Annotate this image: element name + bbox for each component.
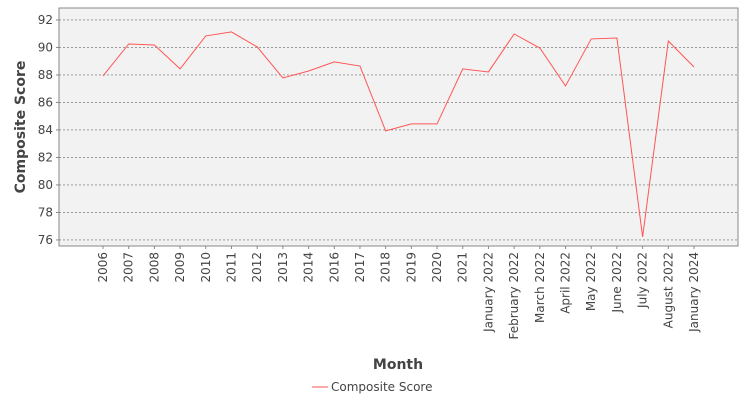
x-tick-label: 2018 [379,252,393,283]
y-tick-label: 90 [38,40,53,54]
x-tick-label: May 2022 [584,252,598,311]
x-tick-label: 2010 [199,252,213,283]
x-tick-label: February 2022 [507,252,521,340]
x-tick-label: August 2022 [661,252,675,328]
y-tick-label: 84 [38,123,53,137]
x-tick-label: 2008 [147,252,161,283]
y-tick-label: 80 [38,178,53,192]
x-tick-label: 2016 [327,252,341,283]
x-tick-label: 2017 [353,252,367,283]
x-tick-label: 2011 [224,252,238,283]
x-axis-label: Month [373,357,423,373]
x-tick-label: 2020 [430,252,444,283]
x-tick-label: 2013 [276,252,290,283]
x-tick-label: 2006 [96,252,110,283]
x-tick-label: January 2022 [481,252,495,333]
x-tick-label: 2007 [122,252,136,283]
x-tick-label: March 2022 [533,252,547,323]
y-tick-label: 76 [38,233,53,247]
legend-label: Composite Score [331,380,432,394]
y-tick-label: 92 [38,13,53,27]
x-tick-label: April 2022 [559,252,573,314]
x-tick-label: July 2022 [636,252,650,309]
y-tick-label: 82 [38,150,53,164]
y-tick-label: 78 [38,205,53,219]
x-tick-label: January 2024 [687,252,701,333]
x-tick-label: 2019 [404,252,418,283]
y-axis-label: Composite Score [13,61,29,194]
y-tick-label: 88 [38,68,53,82]
line [102,31,695,237]
x-tick-label: 2012 [250,252,264,283]
x-tick-label: 2009 [173,252,187,283]
x-tick-label: 2014 [302,252,316,283]
x-tick-label: June 2022 [610,252,624,314]
y-tick-label: 86 [38,95,53,109]
x-tick-label: 2021 [456,252,470,283]
